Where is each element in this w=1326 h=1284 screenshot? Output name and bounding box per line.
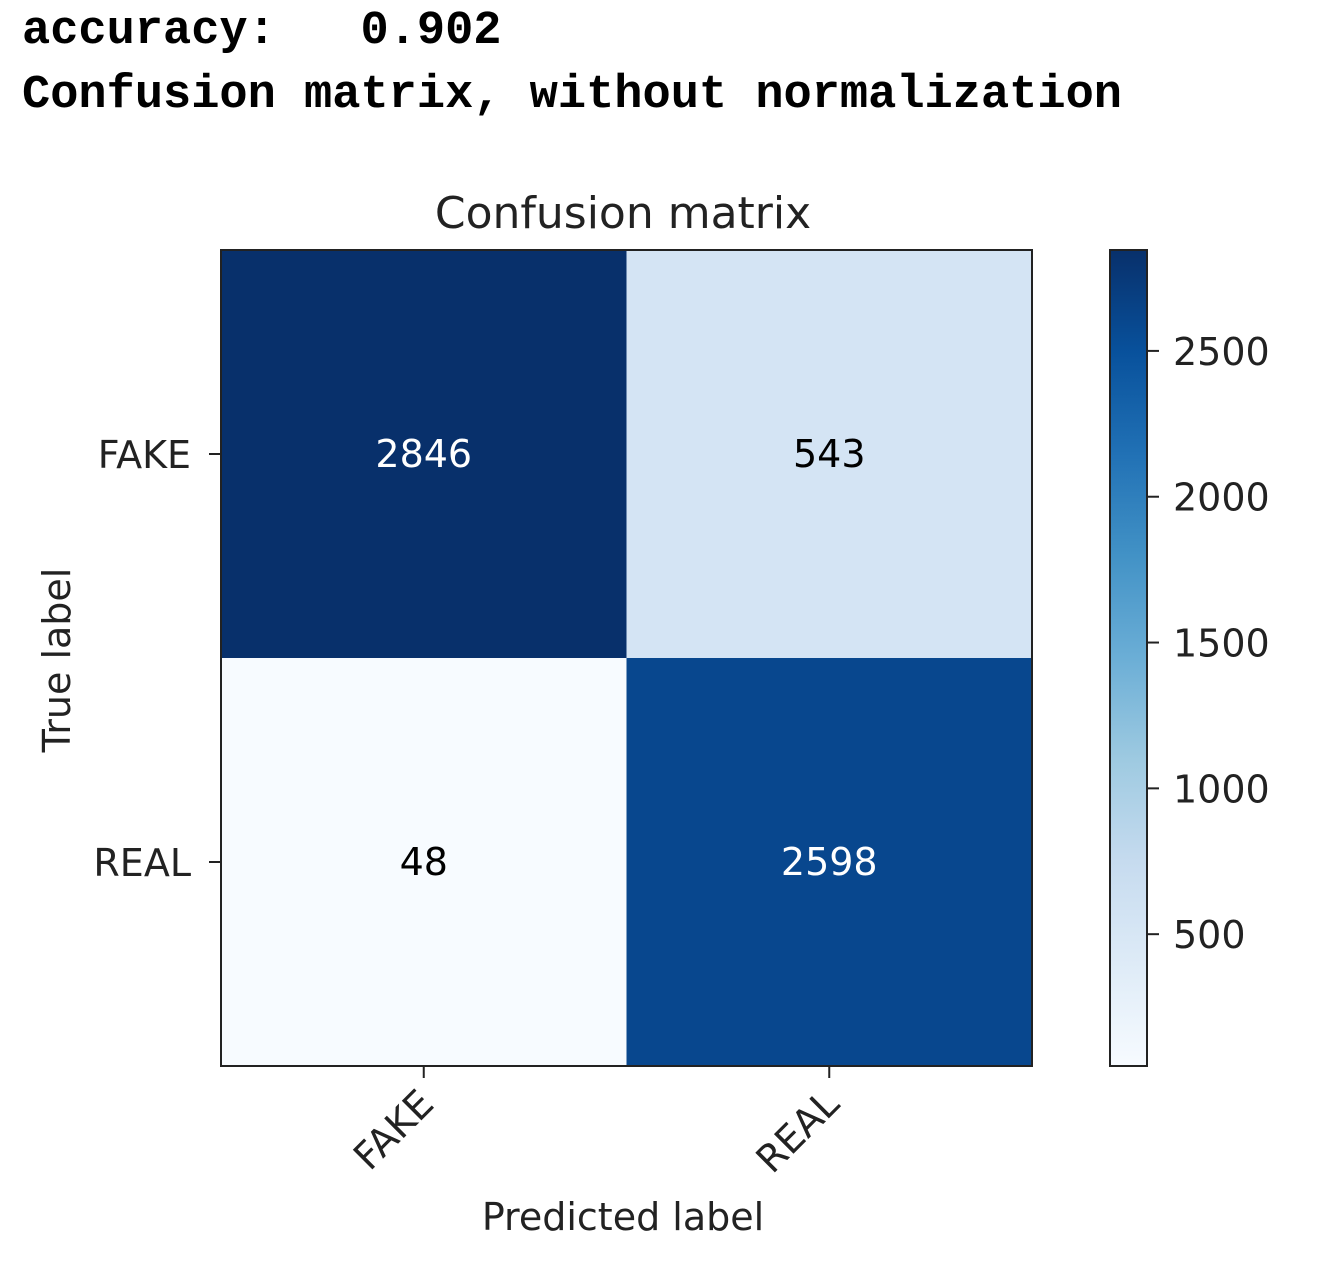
matrix-cell (221, 250, 627, 658)
plot-frame (220, 249, 1033, 1067)
matrix-cell (221, 658, 627, 1066)
y-tick-label: REAL (93, 841, 191, 885)
cell-value-label: 48 (400, 840, 448, 884)
matrix-cell (626, 250, 1032, 658)
x-axis-label: Predicted label (482, 1195, 764, 1239)
colorbar-tick-label: 1500 (1173, 622, 1270, 666)
colorbar-tick-label: 2000 (1173, 476, 1270, 520)
colorbar (1109, 249, 1148, 1067)
chart-title: Confusion matrix (435, 188, 811, 239)
accuracy-output: accuracy: 0.902 (22, 5, 502, 58)
cell-value-label: 543 (793, 432, 866, 476)
colorbar-tick-label: 2500 (1173, 330, 1270, 374)
y-tick-label: FAKE (98, 433, 191, 477)
cell-value-label: 2846 (375, 432, 472, 476)
colorbar-tick-label: 1000 (1173, 767, 1270, 811)
colorbar-tick-label: 500 (1173, 913, 1246, 957)
x-tick-label: FAKE (345, 1081, 442, 1178)
matrix-cell (626, 658, 1032, 1066)
y-axis-label: True label (35, 568, 79, 754)
console-output-caption: Confusion matrix, without normalization (22, 69, 1122, 122)
cell-value-label: 2598 (781, 840, 878, 884)
x-tick-label: REAL (747, 1081, 847, 1181)
